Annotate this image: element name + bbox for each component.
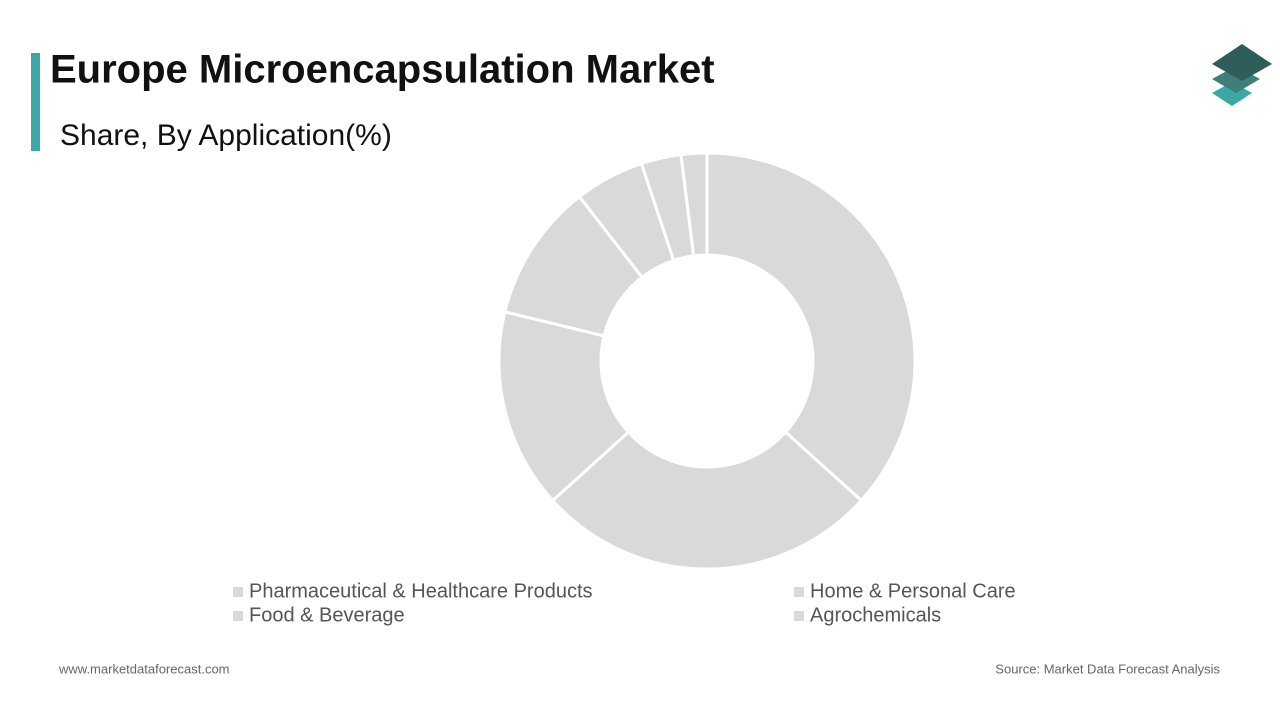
title-accent bbox=[31, 53, 40, 151]
chart-title: Europe Microencapsulation Market bbox=[50, 48, 715, 92]
donut-slice bbox=[679, 151, 709, 258]
donut-slice bbox=[705, 151, 917, 503]
legend-label: Food & Beverage bbox=[249, 604, 405, 626]
legend-swatch bbox=[233, 587, 243, 597]
website: www.marketdataforecast.com bbox=[58, 661, 230, 676]
legend-swatch bbox=[794, 587, 804, 597]
legend-label: Home & Personal Care bbox=[810, 580, 1016, 602]
source: Source: Market Data Forecast Analysis bbox=[995, 661, 1220, 676]
donut-slice bbox=[550, 429, 864, 571]
chart-subtitle: Share, By Application(%) bbox=[60, 119, 392, 152]
logo bbox=[1212, 44, 1272, 106]
legend-label: Agrochemicals bbox=[810, 604, 941, 626]
legend-swatch bbox=[794, 611, 804, 621]
legend-label: Pharmaceutical & Healthcare Products bbox=[249, 580, 593, 602]
legend-swatch bbox=[233, 611, 243, 621]
